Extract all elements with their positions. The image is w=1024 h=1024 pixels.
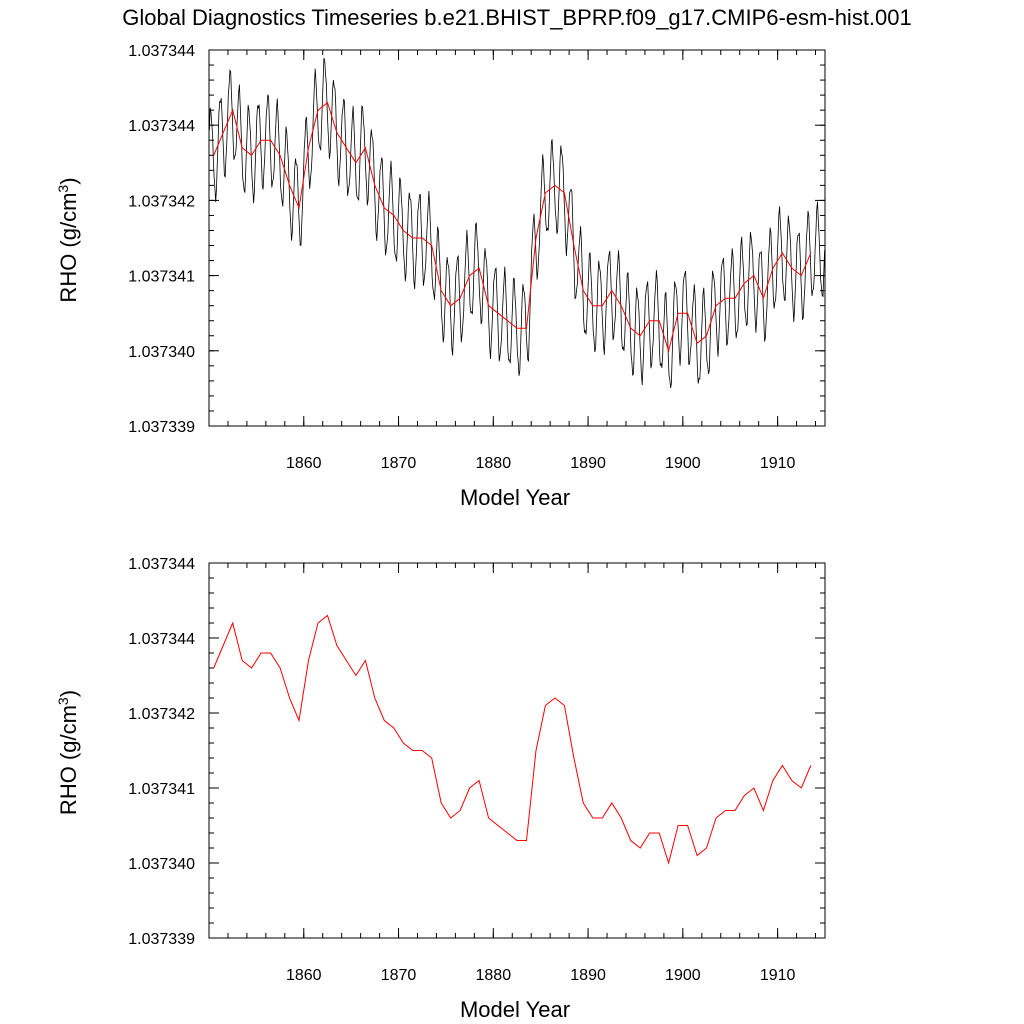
- y-tick-label: 1.037344: [128, 631, 195, 648]
- y-tick-label: 1.037342: [128, 706, 195, 723]
- figure-title: Global Diagnostics Timeseries b.e21.BHIS…: [122, 5, 912, 30]
- top-panel-plot-area: [209, 57, 825, 389]
- top-panel: 1860 1870 1880 1890 1900 1910 1.037339 1.037340…: [55, 43, 826, 510]
- bottom-panel-tick-labels: 1860 1870 1880 1890 1900 1910 1.037339 1.037340…: [128, 556, 795, 984]
- annual-mean-line: [213, 614, 812, 865]
- top-panel-y-axis-title: RHO (g/cm3): [55, 177, 81, 302]
- top-panel-tick-labels: 1860 1870 1880 1890 1900 1910 1.037339 1.037340…: [128, 43, 795, 472]
- x-tick-label: 1870: [381, 967, 417, 984]
- x-tick-label: 1910: [760, 967, 796, 984]
- x-tick-label: 1870: [381, 455, 417, 472]
- plot-clip-group: [213, 614, 812, 865]
- y-tick-label: 1.037340: [128, 856, 195, 873]
- y-tick-label: 1.037344: [128, 118, 195, 135]
- x-tick-label: 1860: [286, 455, 322, 472]
- x-tick-label: 1880: [476, 455, 512, 472]
- bottom-panel-plot-area: [213, 614, 812, 865]
- y-tick-label: 1.037339: [128, 931, 195, 948]
- bottom-panel-frame: [208, 562, 826, 939]
- x-tick-label: 1860: [286, 967, 322, 984]
- y-tick-label: 1.037341: [128, 269, 195, 286]
- bottom-panel-y-axis-title: RHO (g/cm3): [55, 690, 81, 815]
- x-tick-label: 1880: [476, 967, 512, 984]
- x-tick-label: 1910: [760, 455, 796, 472]
- x-tick-label: 1890: [570, 967, 606, 984]
- y-tick-label: 1.037341: [128, 781, 195, 798]
- y-tick-label: 1.037339: [128, 419, 195, 436]
- top-panel-frame: [208, 49, 826, 427]
- plot-clip-group: [209, 57, 825, 389]
- bottom-panel-x-axis-title: Model Year: [460, 997, 570, 1022]
- x-tick-label: 1900: [665, 967, 701, 984]
- x-tick-label: 1890: [570, 455, 606, 472]
- y-tick-label: 1.037344: [128, 556, 195, 573]
- annual-mean-line: [213, 101, 812, 353]
- top-panel-x-axis-title: Model Year: [460, 485, 570, 510]
- y-tick-label: 1.037342: [128, 193, 195, 210]
- y-tick-label: 1.037344: [128, 43, 195, 60]
- x-tick-label: 1900: [665, 455, 701, 472]
- y-tick-label: 1.037340: [128, 344, 195, 361]
- monthly-line: [209, 57, 825, 389]
- bottom-panel: 1860 1870 1880 1890 1900 1910 1.037339 1.037340…: [55, 556, 826, 1022]
